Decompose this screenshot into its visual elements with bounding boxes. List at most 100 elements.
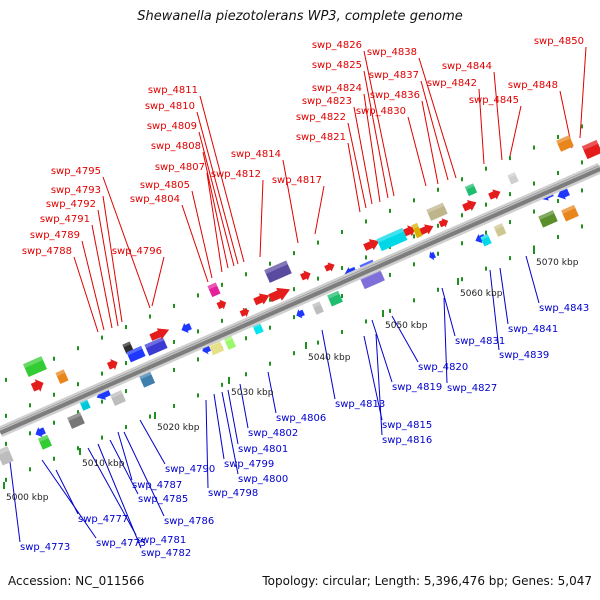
gene-box	[411, 222, 423, 239]
gene-box	[67, 412, 85, 429]
gene-arrow	[149, 328, 170, 341]
tick-dot	[53, 456, 55, 461]
gene-label-swp_4841: swp_4841	[508, 324, 558, 335]
gene-box	[144, 336, 168, 356]
tick-dot	[557, 234, 559, 239]
forward-gene-labels: swp_4788 swp_4789 swp_4791 swp_4792 swp_4793…	[22, 36, 584, 257]
tick-dot	[197, 293, 199, 298]
leader-line	[353, 106, 373, 205]
gene-box	[493, 223, 507, 237]
gene-box	[507, 172, 519, 185]
tick-dot	[389, 208, 391, 213]
tick-dot	[437, 187, 439, 192]
gene-arrow	[35, 427, 46, 438]
reverse-gene-labels: swp_4773 swp_4775 swp_4777 swp_4781 swp_4782…	[20, 303, 589, 559]
gene-label-swp_4814: swp_4814	[231, 149, 281, 160]
scale-label: 5040 kbp	[308, 353, 351, 363]
tick-dot	[317, 340, 319, 345]
tick-dot	[413, 262, 415, 267]
tick-dot	[509, 192, 511, 197]
gene-label-swp_4819: swp_4819	[392, 382, 442, 393]
tick-dot	[197, 393, 199, 398]
leader-line	[347, 142, 361, 213]
tick-dot	[269, 297, 271, 302]
gene-label-swp_4836: swp_4836	[370, 90, 420, 101]
leader-line	[267, 371, 277, 414]
tick-dot	[5, 477, 7, 482]
tick-dot	[125, 325, 127, 330]
gene-label-swp_4787: swp_4787	[132, 480, 182, 491]
gene-label-swp_4805: swp_4805	[140, 180, 190, 191]
scale-label: 5010 kbp	[82, 459, 125, 469]
accession-text: Accession: NC_011566	[8, 574, 145, 588]
gene-label-swp_4831: swp_4831	[455, 336, 505, 347]
gene-label-swp_4850: swp_4850	[534, 36, 584, 47]
gene-label-swp_4822: swp_4822	[296, 112, 346, 123]
gene-label-swp_4815: swp_4815	[382, 420, 432, 431]
tick-dot	[437, 223, 439, 228]
backbone-core	[0, 165, 600, 435]
gene-arrow	[363, 239, 380, 251]
leader-line	[391, 315, 419, 363]
tick-dot	[101, 435, 103, 440]
tick-dot	[533, 145, 535, 150]
gene-label-swp_4838: swp_4838	[367, 47, 417, 58]
leader-line	[81, 240, 105, 331]
leader-line	[117, 431, 133, 481]
leader-line	[525, 255, 540, 304]
gene-label-swp_4825: swp_4825	[312, 60, 362, 71]
gene-label-swp_4807: swp_4807	[155, 162, 205, 173]
scale-label: 5030 kbp	[231, 388, 274, 398]
leader-line	[199, 95, 245, 263]
tick-dot	[389, 272, 391, 277]
gene-label-swp_4811: swp_4811	[148, 85, 198, 96]
leader-line	[407, 116, 427, 187]
tick-dot	[581, 188, 583, 193]
tick-dot	[581, 160, 583, 165]
tick-dot	[269, 261, 271, 266]
gene-arrow	[30, 379, 44, 392]
scale-labels: 5000 kbp 5010 kbp 5020 kbp 5030 kbp 5040 kbp…	[3, 247, 579, 503]
gene-label-swp_4806: swp_4806	[276, 413, 326, 424]
leader-line	[151, 256, 165, 307]
tick-dot	[341, 230, 343, 235]
gene-arrow	[296, 309, 305, 319]
leader-line	[227, 389, 239, 445]
gene-arrow	[253, 293, 270, 306]
gene-label-swp_4790: swp_4790	[165, 464, 215, 475]
gene-arrow	[324, 262, 335, 272]
leader-line	[206, 172, 223, 273]
gene-arrow	[181, 322, 192, 333]
tick-dot	[365, 219, 367, 224]
tick-dot	[5, 441, 7, 446]
gene-box	[376, 227, 408, 252]
tick-dot	[461, 241, 463, 246]
tick-dot	[221, 382, 223, 387]
gene-label-swp_4843: swp_4843	[539, 303, 589, 314]
leader-line	[97, 443, 142, 549]
gene-box	[23, 356, 47, 378]
gene-box	[538, 210, 558, 228]
leader-line	[363, 335, 383, 421]
leader-line	[493, 71, 503, 161]
tick-dot	[77, 382, 79, 387]
gene-label-swp_4844: swp_4844	[442, 61, 492, 72]
leader-line	[259, 179, 264, 258]
tick-dot	[101, 371, 103, 376]
gene-box	[207, 282, 221, 298]
gene-label-swp_4799: swp_4799	[224, 459, 274, 470]
leader-line	[102, 176, 151, 309]
tick-dot	[581, 124, 583, 129]
tick-dot	[5, 377, 7, 382]
leader-line	[282, 159, 299, 244]
leader-line	[91, 224, 113, 329]
tick-dot	[53, 392, 55, 397]
tick-dot	[413, 198, 415, 203]
gene-arrow	[268, 287, 291, 303]
tick-dot	[485, 202, 487, 207]
leader-line	[41, 459, 97, 539]
gene-label-swp_4848: swp_4848	[508, 80, 558, 91]
tick-dot	[269, 325, 271, 330]
tick-dot	[365, 255, 367, 260]
